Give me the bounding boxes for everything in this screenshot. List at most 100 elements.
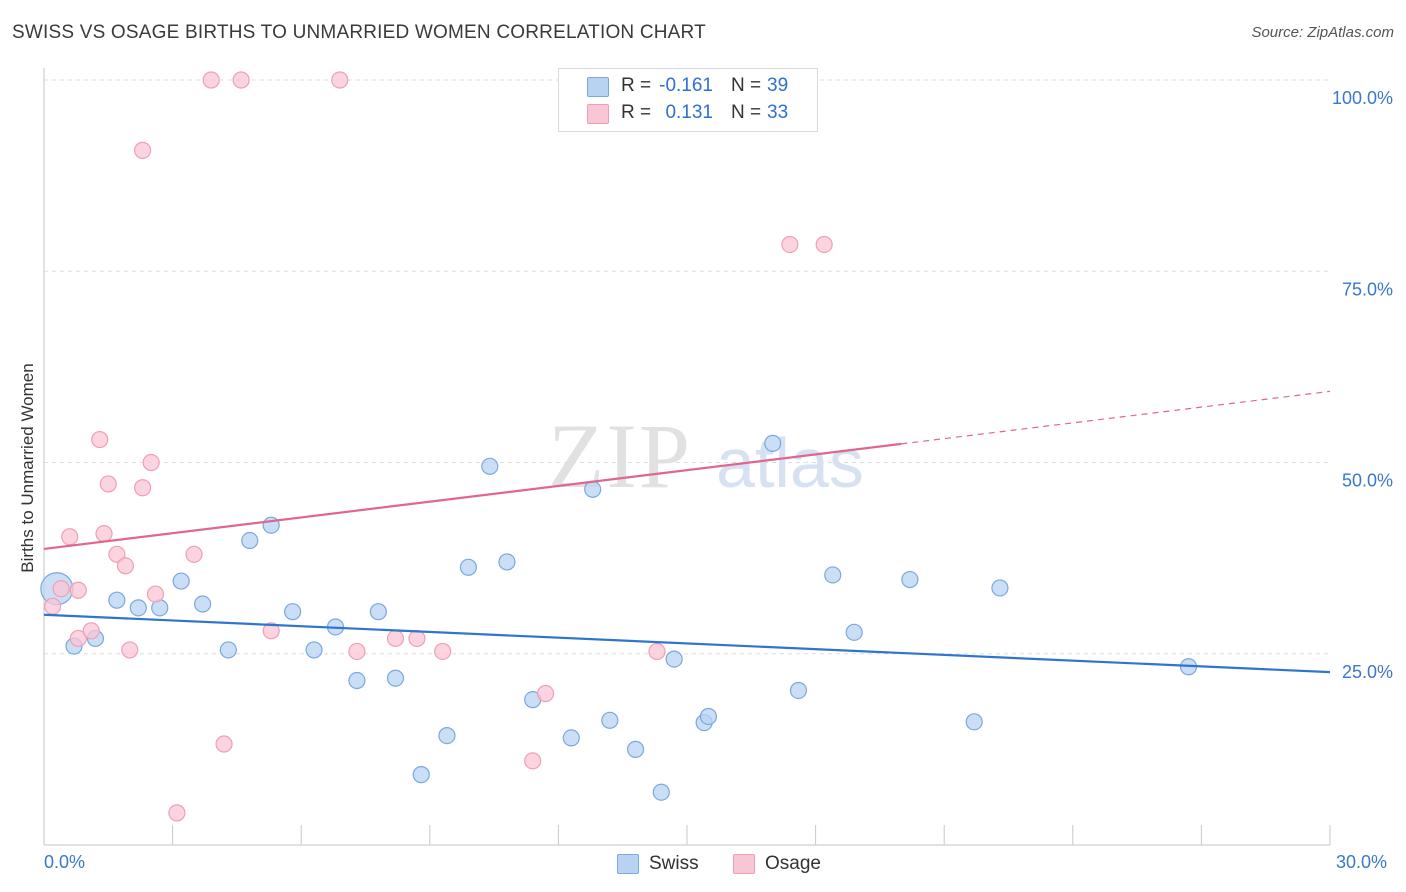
trend-lines [43, 390, 1331, 674]
osage-point [781, 235, 799, 254]
swiss-point [172, 572, 190, 590]
osage-point [536, 684, 555, 703]
swiss-point [459, 558, 477, 576]
osage-point [524, 752, 542, 770]
swiss-point [386, 669, 405, 687]
swiss-point [789, 681, 808, 700]
swiss-point [824, 566, 842, 584]
n-value: 33 [767, 102, 789, 123]
swiss-point [305, 641, 323, 659]
swiss-point [241, 531, 259, 550]
osage-point [386, 629, 405, 648]
y-tick-label: 75.0% [1342, 279, 1393, 299]
osage-point [69, 629, 87, 648]
watermark-zip: ZIP [548, 405, 692, 507]
swiss-point [901, 570, 919, 589]
osage-point [185, 545, 203, 563]
osage-point [43, 597, 62, 615]
axes [43, 68, 1331, 846]
swiss-point [438, 727, 456, 745]
swiss-point [652, 783, 670, 801]
swiss-point [584, 480, 602, 498]
osage-legend-swatch [733, 854, 755, 874]
osage-point [91, 430, 109, 449]
swiss-point [498, 553, 516, 571]
swiss-point [665, 650, 683, 668]
r-label: R = [621, 75, 652, 96]
osage-point [648, 642, 666, 661]
osage-point [133, 141, 152, 159]
osage-point [202, 71, 220, 89]
swiss-point [991, 579, 1009, 597]
swiss-point [481, 457, 499, 475]
swiss-point [845, 623, 863, 641]
osage-point [815, 235, 833, 254]
y-tick-label: 100.0% [1332, 88, 1393, 108]
swiss-trend-line [43, 613, 1331, 674]
y-tick-labels: 25.0% 50.0% 75.0% 100.0% [1332, 88, 1393, 682]
legend-row-swiss: R = -0.161 N = 39 [559, 73, 817, 101]
osage-point [262, 622, 280, 640]
r-value: -0.161 [659, 75, 713, 96]
osage-trend-line [43, 442, 902, 551]
correlation-legend: R = -0.161 N = 39 R = 0.131 N = 33 [558, 68, 818, 132]
osage-swatch [587, 104, 609, 124]
osage-point [215, 735, 233, 753]
osage-point [82, 622, 100, 640]
osage-point [108, 545, 126, 563]
swiss-point [965, 713, 983, 731]
swiss-swatch [587, 77, 609, 97]
swiss-point [412, 766, 430, 784]
osage-point [142, 453, 160, 472]
osage-point [331, 71, 349, 89]
osage-point [99, 475, 117, 493]
bottom-legend-swiss: Swiss [617, 852, 727, 878]
osage-point [121, 641, 139, 659]
swiss-point [194, 595, 212, 613]
gridlines [44, 79, 1330, 655]
osage-point [69, 581, 87, 599]
y-axis-title: Births to Unmarried Women [18, 363, 37, 573]
swiss-point [108, 591, 126, 609]
osage-point [348, 642, 366, 661]
swiss-point [626, 740, 645, 758]
r-value: 0.131 [665, 102, 713, 123]
osage-point [133, 479, 152, 497]
swiss-point [562, 729, 580, 747]
osage-point [408, 629, 426, 648]
legend-row-osage: R = 0.131 N = 33 [559, 100, 817, 128]
osage-point [116, 557, 135, 575]
source-credit: Source: ZipAtlas.com [1251, 24, 1394, 41]
osage-point [52, 580, 70, 598]
swiss-point [601, 711, 619, 729]
swiss-point [348, 671, 366, 690]
osage-point [232, 71, 250, 89]
n-value: 39 [767, 75, 789, 96]
osage-point [95, 525, 113, 543]
chart-title: SWISS VS OSAGE BIRTHS TO UNMARRIED WOMEN… [12, 22, 706, 43]
swiss-point [369, 603, 387, 621]
osage-legend-label: Osage [765, 853, 821, 874]
osage-trend-extension [901, 390, 1331, 445]
data-points [40, 71, 1198, 822]
swiss-point [764, 434, 782, 452]
swiss-point [129, 599, 147, 617]
y-tick-label: 50.0% [1342, 471, 1393, 491]
osage-point [434, 642, 452, 661]
osage-point [168, 804, 186, 822]
swiss-legend-swatch [617, 854, 639, 874]
swiss-point [284, 603, 302, 621]
x-axis-max-label: 30.0% [1336, 852, 1388, 872]
swiss-point [219, 641, 237, 659]
osage-point [61, 528, 79, 546]
n-label: N = [731, 75, 762, 96]
bottom-legend-osage: Osage [733, 852, 843, 878]
osage-point [146, 585, 165, 603]
x-axis-min-label: 0.0% [44, 852, 86, 872]
swiss-legend-label: Swiss [649, 853, 699, 874]
n-label: N = [731, 102, 762, 123]
r-label: R = [621, 102, 652, 123]
y-tick-label: 25.0% [1342, 662, 1393, 682]
swiss-point [699, 707, 718, 726]
